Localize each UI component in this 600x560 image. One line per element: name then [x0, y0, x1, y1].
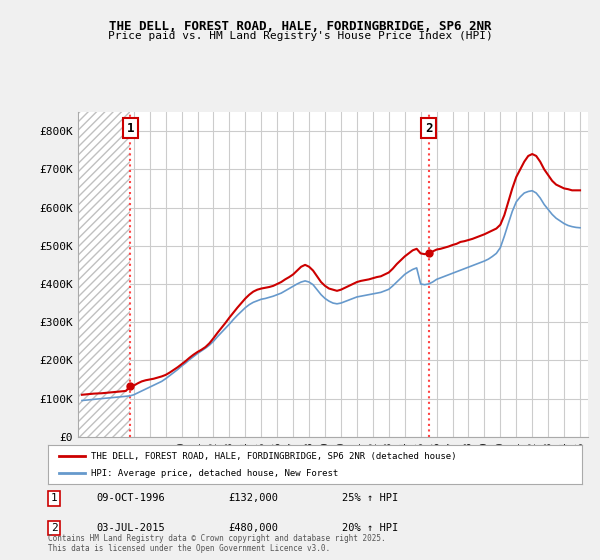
Text: 1: 1 — [127, 122, 134, 135]
Text: 09-OCT-1996: 09-OCT-1996 — [96, 493, 165, 503]
Text: 03-JUL-2015: 03-JUL-2015 — [96, 523, 165, 533]
Text: Price paid vs. HM Land Registry's House Price Index (HPI): Price paid vs. HM Land Registry's House … — [107, 31, 493, 41]
Text: 1: 1 — [50, 493, 58, 503]
Text: 2: 2 — [50, 523, 58, 533]
Text: 20% ↑ HPI: 20% ↑ HPI — [342, 523, 398, 533]
Text: THE DELL, FOREST ROAD, HALE, FORDINGBRIDGE, SP6 2NR: THE DELL, FOREST ROAD, HALE, FORDINGBRID… — [109, 20, 491, 32]
Text: THE DELL, FOREST ROAD, HALE, FORDINGBRIDGE, SP6 2NR (detached house): THE DELL, FOREST ROAD, HALE, FORDINGBRID… — [91, 452, 456, 461]
Text: Contains HM Land Registry data © Crown copyright and database right 2025.
This d: Contains HM Land Registry data © Crown c… — [48, 534, 386, 553]
Text: 2: 2 — [425, 122, 433, 135]
Text: 25% ↑ HPI: 25% ↑ HPI — [342, 493, 398, 503]
Text: £132,000: £132,000 — [228, 493, 278, 503]
Text: HPI: Average price, detached house, New Forest: HPI: Average price, detached house, New … — [91, 469, 338, 478]
Text: £480,000: £480,000 — [228, 523, 278, 533]
